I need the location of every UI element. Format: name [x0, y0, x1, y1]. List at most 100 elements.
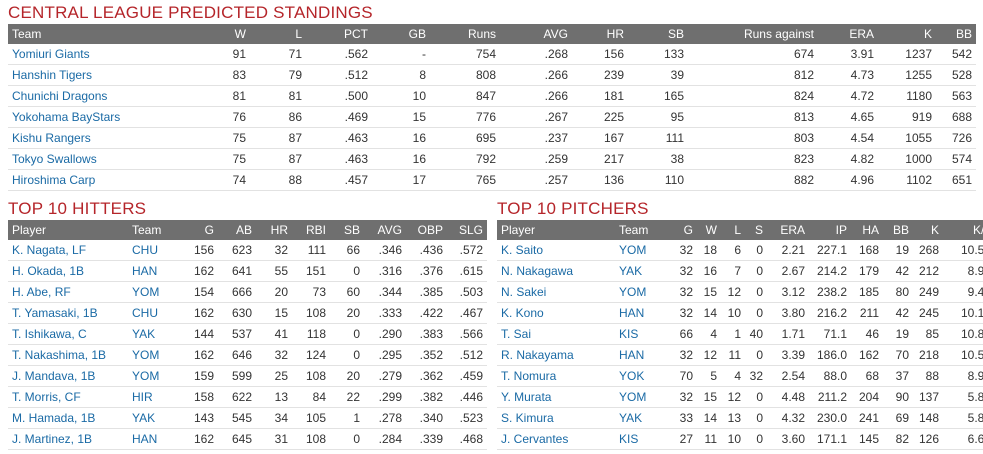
table-cell: 148 — [913, 407, 943, 429]
hitters-name-link[interactable]: H. Abe, RF — [8, 281, 128, 303]
table-cell: 162 — [851, 344, 883, 366]
table-cell: 159 — [180, 365, 218, 387]
table-cell: 71 — [250, 44, 306, 65]
table-cell: .259 — [500, 148, 572, 170]
table-cell: 12 — [721, 281, 745, 303]
hitters-name-link[interactable]: H. Okada, 1B — [8, 260, 128, 282]
pitchers-name-link[interactable]: T. Nomura — [497, 365, 615, 387]
table-cell: 86 — [250, 106, 306, 128]
team-link[interactable]: YAK — [615, 260, 671, 282]
table-cell: 75 — [194, 127, 250, 149]
table-cell: 227.1 — [809, 240, 851, 261]
hitters-name-link[interactable]: T. Yamasaki, 1B — [8, 302, 128, 324]
team-link[interactable]: YOM — [615, 386, 671, 408]
table-cell: 674 — [688, 44, 818, 65]
table-cell: 10.57 — [943, 344, 983, 366]
pitchers-title: TOP 10 PITCHERS — [497, 199, 649, 218]
table-cell: 0 — [745, 344, 767, 366]
pitchers-name-link[interactable]: N. Sakei — [497, 281, 615, 303]
team-link[interactable]: HIR — [128, 386, 180, 408]
hitters-name-link[interactable]: K. Nagata, LF — [8, 240, 128, 261]
standings-header-era: ERA — [818, 24, 878, 44]
table-cell: 162 — [180, 428, 218, 450]
table-cell: 156 — [572, 44, 628, 65]
pitchers-name-link[interactable]: T. Sai — [497, 323, 615, 345]
table-cell: .340 — [406, 407, 447, 429]
standings-header-team: Team — [8, 24, 194, 44]
table-cell: .339 — [406, 428, 447, 450]
table-cell: .383 — [406, 323, 447, 345]
table-cell: 137 — [913, 386, 943, 408]
table-cell: .352 — [406, 344, 447, 366]
table-cell: 4.72 — [818, 85, 878, 107]
standings-name-link[interactable]: Hanshin Tigers — [8, 64, 194, 86]
table-cell: 3.60 — [767, 428, 809, 450]
team-link[interactable]: YAK — [128, 407, 180, 429]
table-cell: 167 — [572, 127, 628, 149]
table-cell: 79 — [250, 64, 306, 86]
table-cell: 156 — [180, 240, 218, 261]
pitchers-name-link[interactable]: K. Kono — [497, 302, 615, 324]
table-cell: .267 — [500, 106, 572, 128]
team-link[interactable]: HAN — [128, 260, 180, 282]
table-row: J. Martinez, 1B HAN 162 645 31 108 0.284.339.4… — [8, 428, 487, 450]
team-link[interactable]: YOM — [128, 365, 180, 387]
hitters-name-link[interactable]: J. Mandava, 1B — [8, 365, 128, 387]
hitters-name-link[interactable]: T. Ishikawa, C — [8, 323, 128, 345]
table-cell: 645 — [218, 428, 256, 450]
team-link[interactable]: CHU — [128, 240, 180, 261]
team-link[interactable]: YOM — [615, 281, 671, 303]
standings-name-link[interactable]: Kishu Rangers — [8, 127, 194, 149]
team-link[interactable]: YOM — [128, 281, 180, 303]
pitchers-name-link[interactable]: R. Nakayama — [497, 344, 615, 366]
table-cell: 71.1 — [809, 323, 851, 345]
hitters-name-link[interactable]: T. Morris, CF — [8, 386, 128, 408]
team-link[interactable]: HAN — [615, 344, 671, 366]
team-link[interactable]: KIS — [615, 323, 671, 345]
hitters-name-link[interactable]: J. Martinez, 1B — [8, 428, 128, 450]
table-cell: 73 — [292, 281, 330, 303]
team-link[interactable]: CHU — [128, 302, 180, 324]
team-link[interactable]: YOM — [615, 240, 671, 261]
standings-name-link[interactable]: Yomiuri Giants — [8, 44, 194, 65]
table-cell: 18 — [697, 240, 721, 261]
table-cell: 25 — [256, 365, 292, 387]
table-cell: 5 — [697, 365, 721, 387]
team-link[interactable]: YAK — [615, 407, 671, 429]
hitters-header-avg: AVG — [364, 220, 406, 240]
table-cell: 268 — [913, 240, 943, 261]
pitchers-name-link[interactable]: Y. Murata — [497, 386, 615, 408]
standings-name-link[interactable]: Hiroshima Carp — [8, 169, 194, 191]
standings-name-link[interactable]: Chunichi Dragons — [8, 85, 194, 107]
hitters-name-link[interactable]: T. Nakashima, 1B — [8, 344, 128, 366]
table-cell: 212 — [913, 260, 943, 282]
standings-name-link[interactable]: Yokohama BayStars — [8, 106, 194, 128]
team-link[interactable]: YOM — [128, 344, 180, 366]
team-link[interactable]: HAN — [615, 302, 671, 324]
table-cell: .467 — [447, 302, 487, 324]
standings-name-link[interactable]: Tokyo Swallows — [8, 148, 194, 170]
pitchers-name-link[interactable]: J. Cervantes — [497, 428, 615, 450]
hitters-header-ab: AB — [218, 220, 256, 240]
table-cell: 563 — [936, 85, 976, 107]
table-cell: 11 — [721, 344, 745, 366]
team-link[interactable]: KIS — [615, 428, 671, 450]
table-cell: 10 — [721, 428, 745, 450]
table-cell: 118 — [292, 323, 330, 345]
table-cell: 2.21 — [767, 240, 809, 261]
table-cell: 66 — [330, 240, 364, 261]
table-cell: .299 — [364, 386, 406, 408]
pitchers-name-link[interactable]: K. Saito — [497, 240, 615, 261]
hitters-name-link[interactable]: M. Hamada, 1B — [8, 407, 128, 429]
team-link[interactable]: HAN — [128, 428, 180, 450]
table-cell: 126 — [913, 428, 943, 450]
table-cell: 15 — [372, 106, 430, 128]
pitchers-name-link[interactable]: N. Nakagawa — [497, 260, 615, 282]
table-cell: 87 — [250, 148, 306, 170]
team-link[interactable]: YOK — [615, 365, 671, 387]
hitters-title: TOP 10 HITTERS — [8, 199, 147, 218]
team-link[interactable]: YAK — [128, 323, 180, 345]
table-cell: 20 — [330, 365, 364, 387]
pitchers-name-link[interactable]: S. Kimura — [497, 407, 615, 429]
